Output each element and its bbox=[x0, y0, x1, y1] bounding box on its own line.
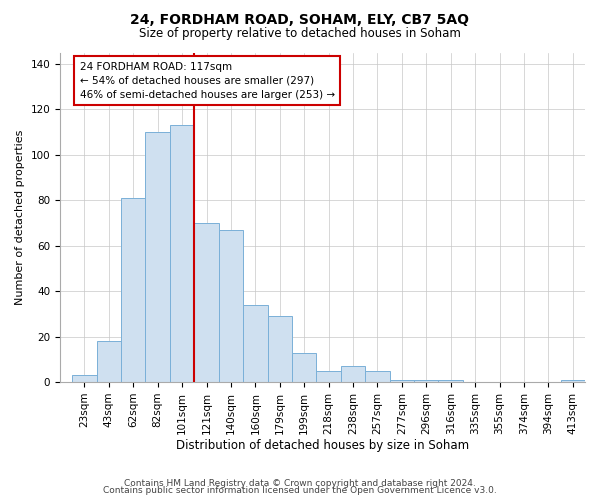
Bar bbox=[389, 380, 414, 382]
Bar bbox=[341, 366, 365, 382]
Bar bbox=[121, 198, 145, 382]
Bar bbox=[97, 341, 121, 382]
Text: Contains HM Land Registry data © Crown copyright and database right 2024.: Contains HM Land Registry data © Crown c… bbox=[124, 478, 476, 488]
Bar bbox=[145, 132, 170, 382]
Text: Contains public sector information licensed under the Open Government Licence v3: Contains public sector information licen… bbox=[103, 486, 497, 495]
Text: 24, FORDHAM ROAD, SOHAM, ELY, CB7 5AQ: 24, FORDHAM ROAD, SOHAM, ELY, CB7 5AQ bbox=[131, 12, 470, 26]
X-axis label: Distribution of detached houses by size in Soham: Distribution of detached houses by size … bbox=[176, 440, 469, 452]
Bar bbox=[194, 223, 219, 382]
Bar bbox=[439, 380, 463, 382]
Bar bbox=[316, 370, 341, 382]
Bar bbox=[365, 370, 389, 382]
Bar bbox=[219, 230, 243, 382]
Bar bbox=[72, 376, 97, 382]
Y-axis label: Number of detached properties: Number of detached properties bbox=[15, 130, 25, 305]
Bar bbox=[170, 125, 194, 382]
Text: 24 FORDHAM ROAD: 117sqm
← 54% of detached houses are smaller (297)
46% of semi-d: 24 FORDHAM ROAD: 117sqm ← 54% of detache… bbox=[80, 62, 335, 100]
Bar bbox=[414, 380, 439, 382]
Bar bbox=[243, 305, 268, 382]
Bar bbox=[560, 380, 585, 382]
Text: Size of property relative to detached houses in Soham: Size of property relative to detached ho… bbox=[139, 28, 461, 40]
Bar bbox=[292, 352, 316, 382]
Bar bbox=[268, 316, 292, 382]
